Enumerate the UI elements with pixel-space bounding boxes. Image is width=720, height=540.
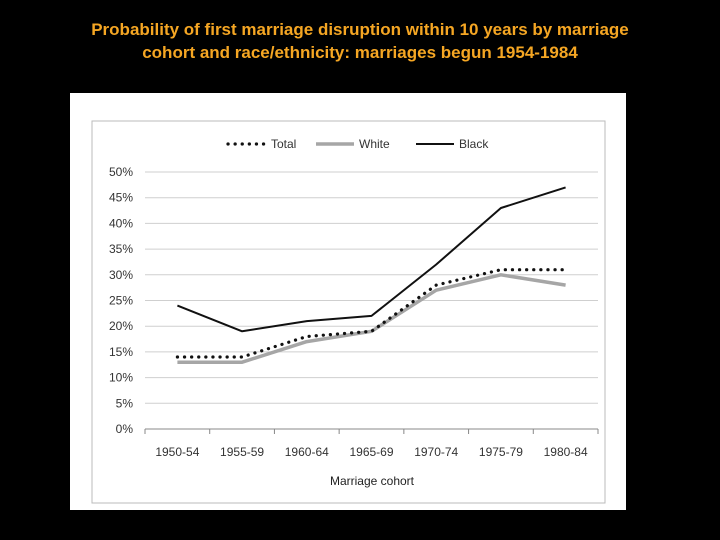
gridlines [145, 171, 598, 430]
x-tick-label: 1970-74 [414, 445, 458, 459]
y-tick-label: 50% [109, 165, 133, 179]
y-tick-label: 15% [109, 345, 133, 359]
x-axis-tick-labels: 1950-54 1955-59 1960-64 1965-69 1970-74 1975-… [144, 429, 599, 459]
y-tick-label: 45% [109, 191, 133, 205]
x-tick-label: 1960-64 [285, 445, 329, 459]
y-tick-label: 10% [109, 371, 133, 385]
legend-label-total: Total [271, 137, 296, 151]
slide-title: Probability of first marriage disruption… [0, 18, 720, 64]
chart-border [91, 120, 606, 504]
line-chart: 0%5%10%15%20%25%30%35%40%45%50% 1950-54 1… [91, 120, 606, 504]
x-tick-label: 1980-84 [544, 445, 588, 459]
series-lines [175, 186, 568, 364]
series-line-total [175, 268, 568, 359]
legend: Total White Black [226, 137, 489, 151]
legend-label-white: White [359, 137, 390, 151]
series-line-white [177, 273, 566, 364]
legend-label-black: Black [459, 137, 489, 151]
x-tick-label: 1965-69 [349, 445, 393, 459]
x-axis-title: Marriage cohort [330, 474, 415, 488]
y-tick-label: 20% [109, 319, 133, 333]
y-tick-label: 25% [109, 294, 133, 308]
x-tick-label: 1975-79 [479, 445, 523, 459]
slide-title-line-1: Probability of first marriage disruption… [91, 20, 629, 39]
x-tick-label: 1955-59 [220, 445, 264, 459]
slide-title-line-2: cohort and race/ethnicity: marriages beg… [142, 43, 578, 62]
x-tick-label: 1950-54 [155, 445, 199, 459]
y-tick-label: 40% [109, 216, 133, 230]
y-tick-label: 30% [109, 268, 133, 282]
y-tick-label: 5% [116, 396, 134, 410]
chart-panel: 0% 5% 10% 15% 20% 25% 30% 35% 40% 45% 50% 1950-54 1… [70, 93, 626, 510]
y-axis-tick-labels: 0% 5% 10% 15% 20% 25% 30% 35% 40% 45% 50% [109, 165, 133, 436]
y-tick-label: 0% [116, 422, 134, 436]
y-tick-label: 35% [109, 242, 133, 256]
series-line-black [177, 186, 566, 333]
